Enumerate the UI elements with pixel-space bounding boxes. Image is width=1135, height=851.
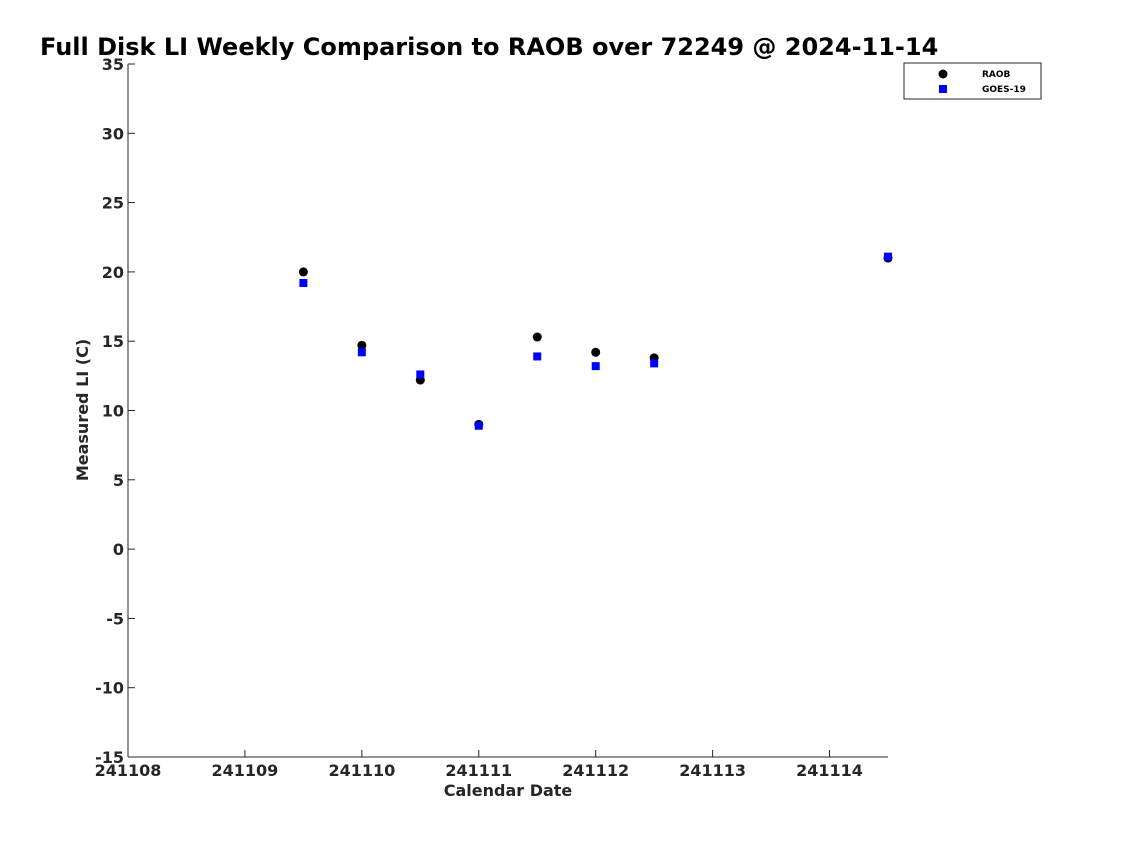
raob-point — [357, 340, 367, 350]
y-tick-label: 5 — [113, 471, 124, 490]
y-tick-label: -15 — [95, 748, 124, 767]
legend-goes-19-marker — [939, 85, 947, 93]
x-tick-label: 241108 — [95, 761, 162, 780]
raob-point — [532, 332, 542, 342]
legend-label: RAOB — [982, 70, 1011, 80]
y-tick-label: 30 — [102, 124, 124, 143]
goes-19-point — [474, 421, 483, 430]
y-tick-label: 15 — [102, 332, 124, 351]
x-tick-label: 241114 — [796, 761, 863, 780]
y-tick-label: 10 — [102, 402, 124, 421]
raob-point — [298, 267, 308, 277]
axes — [127, 64, 888, 758]
legend-box — [903, 62, 1042, 100]
x-tick-label: 241110 — [328, 761, 395, 780]
y-tick-label: 35 — [102, 55, 124, 74]
x-tick-label: 241112 — [562, 761, 629, 780]
legend-label: GOES-19 — [982, 85, 1026, 95]
goes-19-point — [533, 352, 542, 361]
legend: RAOB GOES-19 — [903, 62, 1042, 100]
goes-19-point — [299, 278, 308, 287]
data-points — [298, 252, 893, 430]
goes-19-point — [650, 359, 659, 368]
y-tick-label: 20 — [102, 263, 124, 282]
x-tick-label: 241113 — [679, 761, 746, 780]
x-axis-label: Calendar Date — [444, 781, 573, 800]
goes-19-point — [591, 362, 600, 371]
goes-19-point — [416, 370, 425, 379]
y-tick-label: -5 — [106, 609, 124, 628]
chart-title: Full Disk LI Weekly Comparison to RAOB o… — [40, 33, 938, 61]
x-tick-label: 241109 — [212, 761, 279, 780]
y-tick-label: 25 — [102, 194, 124, 213]
y-axis-label: Measured LI (C) — [73, 339, 92, 481]
raob-point — [591, 347, 601, 357]
goes-19-point — [357, 348, 366, 357]
x-tick-label: 241111 — [445, 761, 512, 780]
y-tick-label: 0 — [113, 540, 124, 559]
legend-raob-marker — [938, 69, 948, 79]
goes-19-point — [884, 252, 892, 261]
y-tick-label: -10 — [95, 679, 124, 698]
